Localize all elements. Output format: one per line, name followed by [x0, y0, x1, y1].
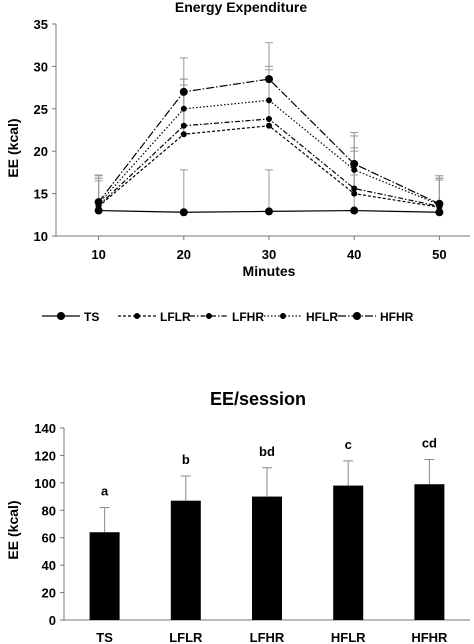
point-lflr [266, 122, 272, 129]
bar-hfhr [414, 484, 445, 620]
point-hflr [351, 166, 358, 173]
legend-label-hfhr: HFHR [380, 310, 414, 324]
line-chart-x-tick-label: 30 [262, 247, 276, 262]
bar-error-ts [99, 507, 110, 533]
error-bar-hfhr [94, 174, 103, 203]
error-bar-hfhr [350, 132, 359, 164]
point-ts [179, 208, 188, 217]
line-chart-x-tick-label: 10 [91, 247, 105, 262]
point-lfhr [180, 122, 187, 129]
bar-chart-y-tick-label: 40 [42, 558, 56, 573]
line-chart-x-tick-label: 40 [347, 247, 361, 262]
line-chart-y-tick-label: 15 [34, 187, 48, 202]
line-chart-ylabel: EE (kcal) [5, 118, 21, 177]
legend-label-hflr: HFLR [306, 310, 338, 324]
point-ts [350, 206, 359, 215]
error-bar-hfhr [265, 42, 273, 80]
legend-label-lflr: LFLR [160, 310, 191, 324]
bar-chart-y-tick-label: 80 [42, 503, 56, 518]
error-bar-ts [265, 169, 273, 212]
point-ts [435, 208, 444, 217]
line-chart-y-tick-label: 30 [34, 59, 48, 74]
error-bar-ts [179, 169, 188, 213]
bar-error-hfhr [424, 459, 435, 485]
point-hflr [180, 105, 187, 112]
significance-letter-ts: a [101, 484, 109, 499]
point-hfhr [265, 75, 273, 84]
legend-entry-hflr: HFLR [264, 310, 338, 324]
bar-chart-y-tick-label: 60 [42, 531, 56, 546]
line-chart-title: Energy Expenditure [175, 0, 307, 15]
bar-category-label-lfhr: LFHR [250, 630, 285, 644]
bar-chart-ylabel: EE (kcal) [5, 500, 21, 559]
significance-letter-lfhr: bd [259, 444, 275, 459]
line-chart-x-tick-label: 50 [432, 247, 446, 262]
line-chart-y-tick-label: 10 [34, 229, 48, 244]
point-lfhr [266, 115, 272, 122]
legend-label-lfhr: LFHR [232, 310, 264, 324]
point-hflr [266, 97, 272, 104]
line-chart-x-tick-label: 20 [177, 247, 191, 262]
error-bar-hfhr [179, 57, 188, 92]
bar-error-lflr [180, 475, 191, 501]
bar-category-label-hflr: HFLR [331, 630, 366, 644]
point-hfhr [435, 199, 444, 208]
line-chart-xlabel: Minutes [243, 263, 296, 279]
point-hfhr [94, 198, 103, 207]
line-chart-y-tick-label: 35 [34, 17, 48, 32]
bar-chart-y-tick-label: 100 [34, 476, 56, 491]
point-hfhr [179, 87, 188, 96]
point-ts [94, 206, 103, 215]
legend-label-ts: TS [84, 310, 99, 324]
legend-entry-lflr: LFLR [118, 310, 191, 324]
line-chart-y-tick-label: 20 [34, 144, 48, 159]
point-ts [265, 207, 273, 216]
bar-chart-y-tick-label: 0 [49, 613, 56, 628]
significance-letter-hfhr: cd [422, 436, 437, 451]
bar-chart-title: EE/session [210, 389, 306, 409]
bar-error-hflr [343, 460, 354, 486]
error-bar-hfhr [435, 175, 444, 204]
point-hfhr [350, 159, 359, 168]
legend-entry-hfhr: HFHR [338, 310, 414, 324]
significance-letter-hflr: c [345, 437, 352, 452]
bar-category-label-lflr: LFLR [169, 630, 203, 644]
bar-lflr [170, 500, 201, 620]
series-line-hflr [98, 99, 440, 206]
bar-chart-y-tick-label: 120 [34, 448, 56, 463]
bar-chart-ee-session: EE/session EE (kcal) 020406080100120140 … [5, 389, 470, 644]
bar-category-label-hfhr: HFHR [411, 630, 448, 644]
bar-ts [89, 532, 120, 620]
point-lflr [180, 131, 187, 138]
line-chart-y-tick-label: 25 [34, 102, 48, 117]
bar-chart-y-tick-label: 20 [42, 586, 56, 601]
line-chart-energy-expenditure: Energy Expenditure EE (kcal) Minutes 10 1… [5, 0, 470, 324]
bar-hflr [333, 485, 364, 620]
significance-letter-lflr: b [182, 452, 190, 467]
bar-lfhr [252, 496, 282, 620]
bar-error-lfhr [262, 467, 272, 497]
bar-category-label-ts: TS [96, 630, 113, 644]
bar-chart-y-tick-label: 140 [34, 421, 56, 436]
point-lfhr [351, 185, 358, 192]
point-lflr [351, 190, 358, 197]
legend-entry-ts: TS [42, 310, 99, 324]
legend-entry-lfhr: LFHR [190, 310, 264, 324]
